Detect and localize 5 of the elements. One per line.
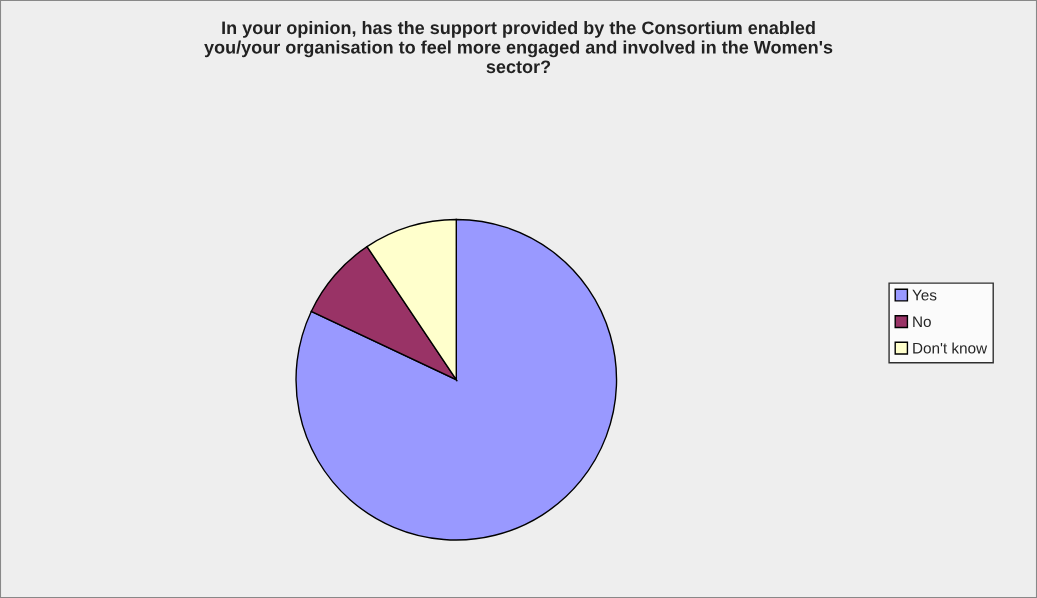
legend-label: Yes bbox=[912, 289, 937, 301]
legend-label: Don't know bbox=[913, 342, 988, 354]
chart-title: In your opinion, has the support provided by the Consortium enabled you/your organisation to feel more engaged and involved in the Women's sector? bbox=[204, 20, 833, 74]
pie-slice bbox=[295, 218, 618, 541]
legend-label: No bbox=[913, 316, 931, 328]
